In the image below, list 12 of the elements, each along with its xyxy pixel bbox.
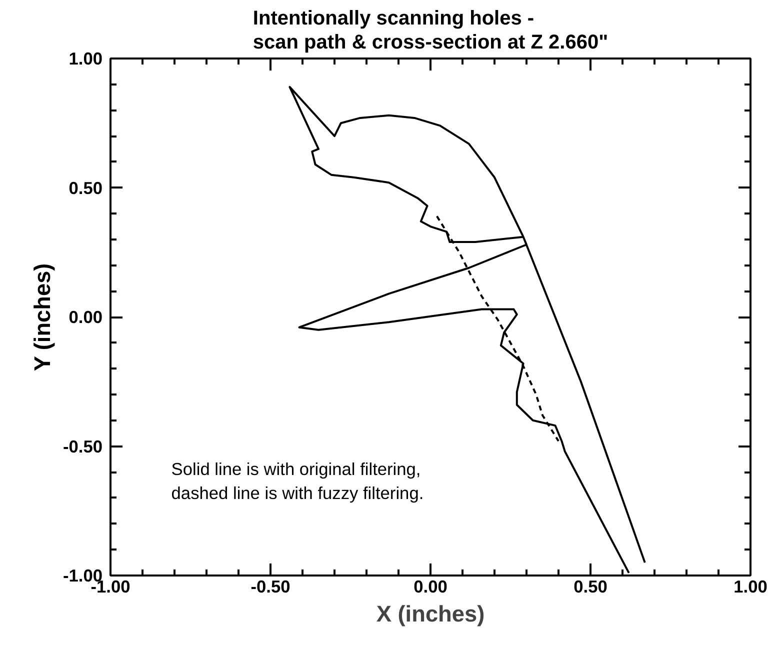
x-tick-label: 0.50 [574,576,608,596]
x-tick-label: 1.00 [734,576,768,596]
y-tick-label: -0.50 [63,436,103,456]
x-tick-label: -0.50 [250,576,290,596]
x-tick-label: 0.00 [414,576,448,596]
chart-title: Intentionally scanning holes - scan path & cross-section at Z 2.660" [252,7,608,54]
annotation: Solid line is with original filtering, dashed line is with fuzzy filtering. [171,459,424,504]
y-axis-title: Y (inches) [29,263,56,372]
y-tick-label: 0.50 [68,178,103,198]
y-tick-label: 0.00 [68,307,103,327]
y-tick-label: 1.00 [68,48,103,68]
x-axis-title: X (inches) [376,600,485,626]
